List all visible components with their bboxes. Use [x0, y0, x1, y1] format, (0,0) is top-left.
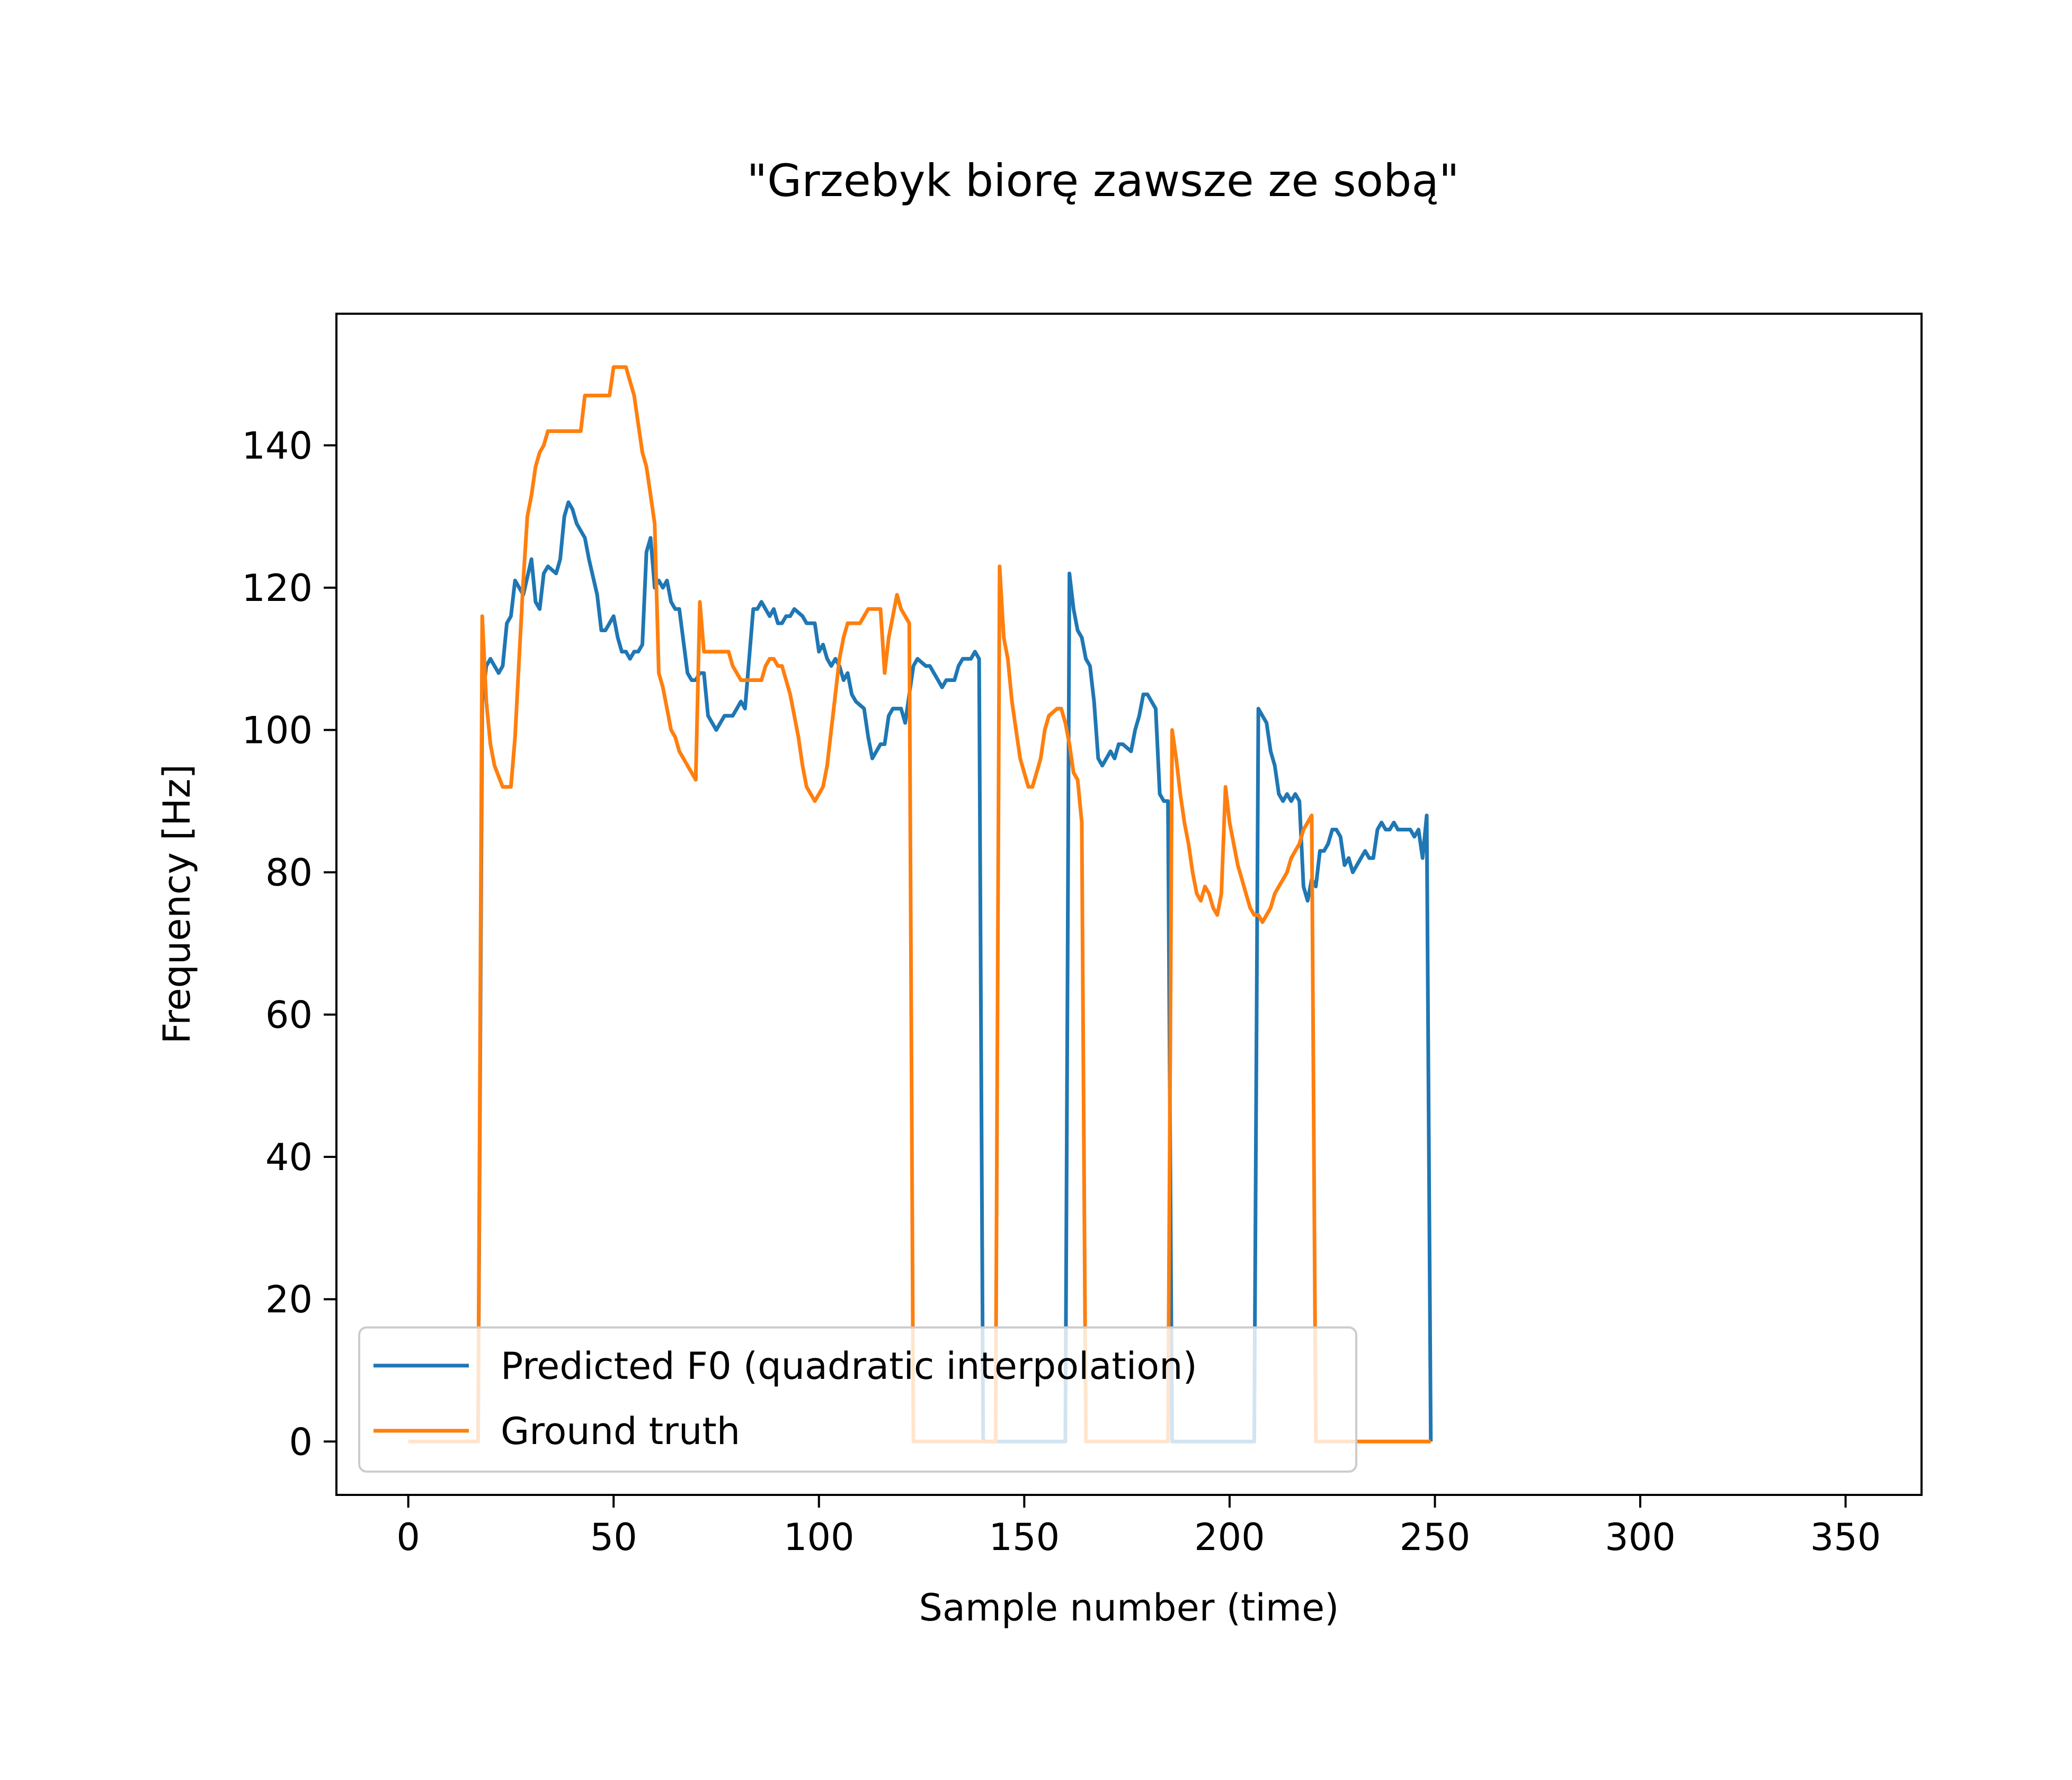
series-line-0 [476, 500, 1433, 1444]
series-layer [408, 365, 1433, 1444]
x-tick-label: 0 [396, 1516, 420, 1559]
x-tick-label: 50 [590, 1516, 637, 1559]
x-tick-label: 250 [1400, 1516, 1471, 1559]
y-axis-label: Frequency [Hz] [155, 764, 199, 1044]
x-tick-label: 100 [784, 1516, 855, 1559]
x-tick-label: 300 [1605, 1516, 1676, 1559]
x-tick-label: 200 [1194, 1516, 1265, 1559]
y-axis: 0 20 40 60 80 100 120 140 [242, 424, 336, 1464]
y-tick-label: 100 [242, 709, 313, 752]
legend-label-ground-truth: Ground truth [501, 1410, 740, 1453]
y-tick-label: 60 [265, 994, 313, 1037]
x-axis: 0 50 100 150 200 250 300 350 [396, 1495, 1881, 1559]
y-tick-label: 0 [289, 1420, 313, 1464]
x-tick-label: 350 [1810, 1516, 1881, 1559]
x-axis-label: Sample number (time) [919, 1586, 1339, 1630]
legend: Predicted F0 (quadratic interpolation) G… [358, 1326, 1357, 1473]
y-tick-label: 40 [265, 1136, 313, 1179]
y-tick-label: 80 [265, 851, 313, 895]
plot-frame [335, 313, 1923, 1496]
y-tick-label: 140 [242, 424, 313, 467]
x-tick-label: 150 [989, 1516, 1060, 1559]
legend-box [358, 1326, 1357, 1473]
y-tick-label: 120 [242, 566, 313, 610]
legend-label-predicted: Predicted F0 (quadratic interpolation) [501, 1344, 1197, 1388]
series-line-1 [408, 365, 1431, 1444]
chart-title: "Grzebyk biorę zawsze ze sobą" [747, 155, 1460, 207]
y-tick-label: 20 [265, 1278, 313, 1322]
plot-area [336, 314, 1922, 1495]
